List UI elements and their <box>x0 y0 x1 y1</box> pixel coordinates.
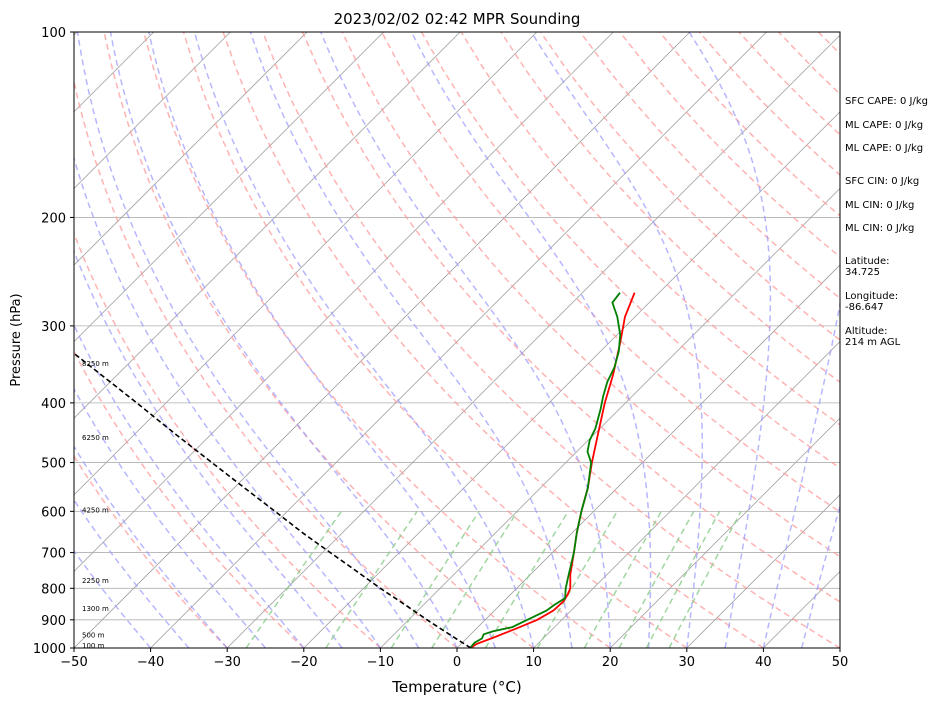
longitude-value: -86.647 <box>845 302 884 313</box>
isotherm-line <box>74 32 691 648</box>
mixing-ratio-line <box>390 510 480 648</box>
dry-adiabat-line <box>579 32 840 300</box>
x-axis-label: Temperature (°C) <box>391 678 521 696</box>
mixing-ratio-line <box>245 510 343 648</box>
isotherm-line <box>74 32 384 343</box>
height-label: 1300 m <box>82 605 109 613</box>
moist-adiabat-line <box>762 300 840 648</box>
mixing-ratio-line <box>536 510 618 648</box>
isotherm-line <box>380 187 840 648</box>
height-labels: 100 m 500 m 1300 m 2250 m 4250 m 6250 m 8250 m <box>82 360 109 650</box>
isotherm-line <box>74 32 308 266</box>
x-tick-label: 30 <box>679 655 696 670</box>
ml-cape-text-1: ML CAPE: 0 J/kg <box>845 120 923 131</box>
x-tick-label: 40 <box>755 655 772 670</box>
parcel-profile <box>74 352 472 648</box>
moist-adiabat-line <box>249 32 573 648</box>
isotherm-line <box>74 32 538 496</box>
y-tick-label: 100 <box>41 26 66 41</box>
x-tick-label: 0 <box>453 655 461 670</box>
moist-adiabat-line <box>193 32 535 648</box>
x-tick-label: 10 <box>525 655 542 670</box>
moist-adiabat-line <box>74 155 382 648</box>
x-tick-label: −30 <box>213 655 240 670</box>
height-label: 6250 m <box>82 434 109 442</box>
dry-adiabat-line <box>262 32 840 648</box>
y-axis-label: Pressure (hPa) <box>9 293 24 386</box>
isotherm-line <box>609 417 840 648</box>
mixing-ratio-line <box>583 510 663 648</box>
x-tick-label: −20 <box>290 655 317 670</box>
x-tick-label: 50 <box>832 655 849 670</box>
height-label: 2250 m <box>82 577 109 585</box>
isotherm-line <box>533 341 840 648</box>
moist-adiabat-line <box>74 249 343 648</box>
height-label: 500 m <box>82 632 105 640</box>
moist-adiabat-line <box>148 32 496 648</box>
ml-cape-text-2: ML CAPE: 0 J/kg <box>845 143 923 154</box>
ml-cin-text-1: ML CIN: 0 J/kg <box>845 200 914 211</box>
moist-adiabat-line <box>74 445 228 648</box>
mixing-ratio-line <box>484 510 569 648</box>
sfc-cin-text: SFC CIN: 0 J/kg <box>845 176 919 187</box>
moist-adiabat-line <box>688 32 772 648</box>
dewpoint-profile <box>469 292 622 648</box>
mixing-ratio-line <box>645 510 721 648</box>
x-tick-label: −50 <box>60 655 87 670</box>
moist-adiabat-line <box>76 32 420 648</box>
isotherm-line <box>74 32 614 572</box>
moist-adiabat-line <box>800 503 840 648</box>
y-tick-label: 700 <box>41 547 66 562</box>
altitude-label: Altitude: <box>845 326 887 337</box>
moist-adiabat-line <box>410 32 652 648</box>
dry-adiabat-line <box>182 32 688 648</box>
data-series <box>74 292 636 648</box>
ml-cin-text-2: ML CIN: 0 J/kg <box>845 223 914 234</box>
isotherm-line <box>303 111 840 648</box>
isotherm-line <box>686 494 840 648</box>
y-tick-label: 800 <box>41 582 66 597</box>
y-tick-label: 400 <box>41 397 66 412</box>
isotherm-line <box>150 32 767 648</box>
dry-adiabat-line <box>74 78 458 648</box>
latitude-value: 34.725 <box>845 267 880 278</box>
dry-adiabat-line <box>74 349 305 648</box>
axis-ticks: −50 −40 −30 −20 −10 0 10 20 30 40 50 1000 900 800 700 6… <box>33 26 848 670</box>
y-tick-label: 900 <box>41 614 66 629</box>
isotherm-line <box>456 264 840 648</box>
height-label: 100 m <box>82 642 105 650</box>
latitude-label: Latitude: <box>845 256 890 267</box>
y-tick-label: 1000 <box>33 642 66 657</box>
y-tick-label: 500 <box>41 457 66 472</box>
y-tick-label: 300 <box>41 320 66 335</box>
mixing-ratio-line <box>325 510 418 648</box>
longitude-label: Longitude: <box>845 291 898 302</box>
dry-adiabat-line <box>103 32 535 648</box>
x-tick-label: 20 <box>602 655 619 670</box>
sfc-cape-text: SFC CAPE: 0 J/kg <box>845 96 928 107</box>
moist-adiabat-line <box>109 32 458 648</box>
dry-adiabat-line <box>74 231 381 648</box>
altitude-value: 214 m AGL <box>845 337 901 348</box>
x-tick-label: −10 <box>367 655 394 670</box>
isotherm-line <box>74 32 461 419</box>
isotherm-line <box>74 32 231 189</box>
reference-lines <box>74 32 840 648</box>
info-panel: SFC CAPE: 0 J/kg ML CAPE: 0 J/kg ML CAPE… <box>845 96 928 348</box>
moist-adiabat-line <box>530 32 704 648</box>
chart-title: 2023/02/02 02:42 MPR Sounding <box>334 10 581 28</box>
height-label: 8250 m <box>82 360 109 368</box>
mixing-ratio-line <box>618 510 695 648</box>
y-tick-label: 200 <box>41 211 66 226</box>
x-tick-label: −40 <box>137 655 164 670</box>
height-label: 4250 m <box>82 506 109 514</box>
isotherm-line <box>226 34 840 648</box>
y-tick-label: 600 <box>41 505 66 520</box>
mixing-ratio-line <box>668 510 742 648</box>
dry-adiabat-line <box>143 32 611 648</box>
